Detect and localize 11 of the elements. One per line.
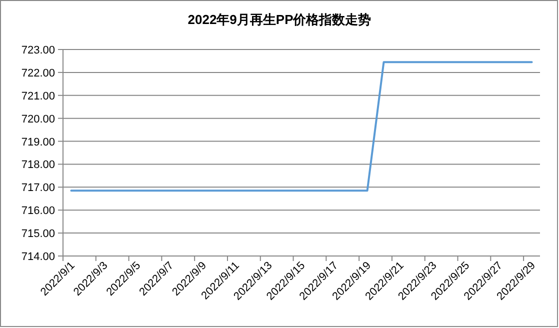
chart-title: 2022年9月再生PP价格指数走势 <box>188 12 372 27</box>
y-tick-label: 721.00 <box>21 90 55 102</box>
y-tick-label: 717.00 <box>21 182 55 194</box>
y-tick-label: 714.00 <box>21 251 55 263</box>
y-tick-label: 719.00 <box>21 136 55 148</box>
y-tick-label: 723.00 <box>21 44 55 56</box>
y-tick-label: 722.00 <box>21 67 55 80</box>
y-tick-label: 716.00 <box>21 205 55 218</box>
y-tick-label: 715.00 <box>21 228 55 240</box>
y-tick-label: 718.00 <box>21 159 55 172</box>
y-tick-label: 720.00 <box>21 113 55 126</box>
